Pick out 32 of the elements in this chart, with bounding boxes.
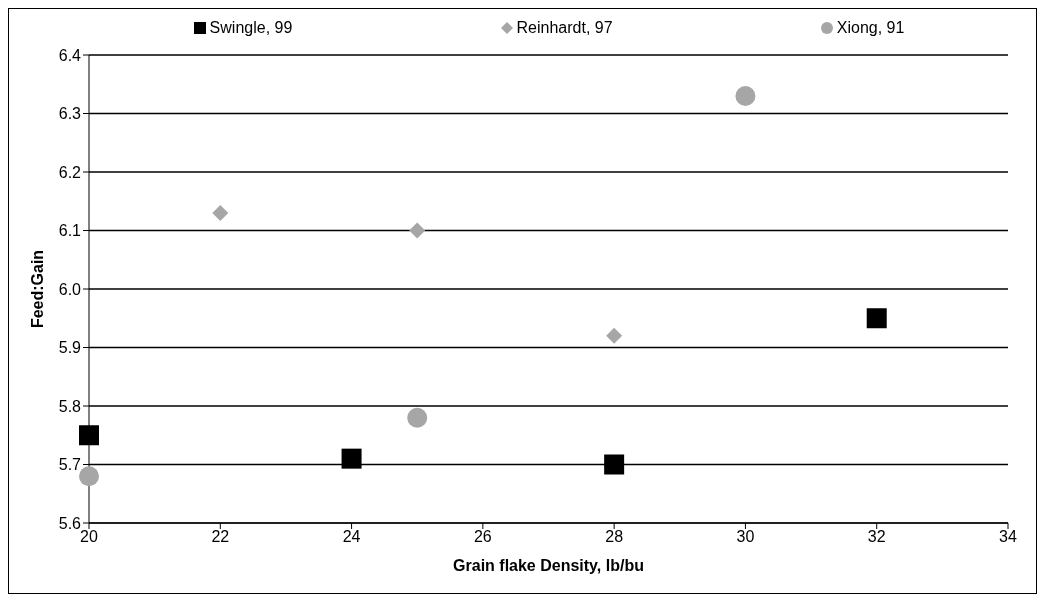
legend-label: Xiong, 91 [835, 19, 905, 37]
x-tick-label: 28 [605, 528, 624, 546]
point [341, 448, 362, 469]
x-tick-label: 22 [211, 528, 230, 546]
point [735, 85, 756, 106]
x-tick-label: 24 [342, 528, 361, 546]
y-tick-label: 5.7 [58, 456, 82, 474]
x-tick-label: 32 [867, 528, 886, 546]
y-tick-label: 6.4 [58, 46, 82, 64]
y-axis-title: Feed:Gain [28, 249, 46, 329]
point [79, 425, 99, 446]
point [606, 327, 623, 344]
y-tick-label: 5.8 [58, 397, 82, 415]
point [409, 222, 426, 239]
legend-label: Swingle, 99 [208, 19, 293, 37]
y-tick-label: 6.0 [58, 280, 82, 298]
x-tick-label: 30 [736, 528, 755, 546]
x-tick-label: 20 [80, 528, 98, 546]
y-tick-label: 6.1 [58, 222, 82, 240]
point [604, 454, 625, 475]
x-axis-title: Grain flake Density, lb/bu [453, 557, 644, 574]
x-tick-label: 26 [473, 528, 492, 546]
y-tick-label: 6.3 [58, 105, 82, 123]
point [866, 308, 887, 329]
legend-label: Reinhardt, 97 [515, 19, 613, 37]
y-tick-label: 5.9 [58, 339, 82, 357]
point [79, 466, 99, 487]
y-tick-label: 6.2 [58, 163, 82, 181]
y-tick-label: 5.6 [58, 514, 82, 532]
x-tick-label: 34 [999, 528, 1017, 546]
point [212, 204, 229, 221]
point [407, 407, 428, 428]
